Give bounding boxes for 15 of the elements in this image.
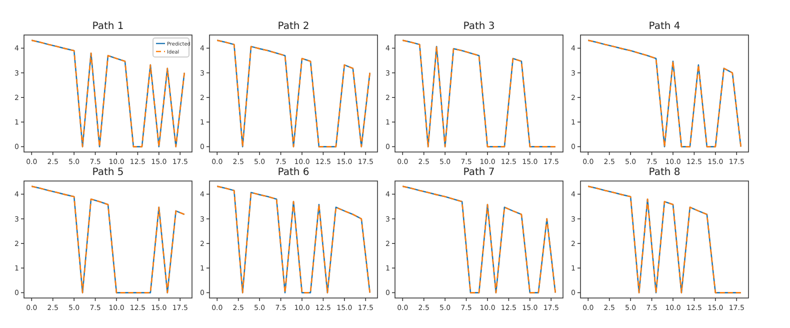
chart-title: Path 2 (278, 21, 310, 32)
line-series (402, 40, 556, 148)
chart-title: Path 3 (463, 21, 495, 32)
line-series (216, 186, 371, 294)
chart-title: Path 7 (463, 167, 495, 178)
line-series (587, 186, 742, 294)
line-series (216, 40, 371, 148)
chart-title: Path 5 (92, 167, 124, 178)
line-series (30, 186, 186, 294)
line-series (587, 40, 742, 148)
chart-title: Path 4 (648, 21, 680, 32)
chart-title: Path 8 (648, 167, 680, 178)
line-series (402, 186, 556, 294)
chart-title: Path 1 (92, 21, 124, 32)
chart-title: Path 6 (278, 167, 310, 178)
